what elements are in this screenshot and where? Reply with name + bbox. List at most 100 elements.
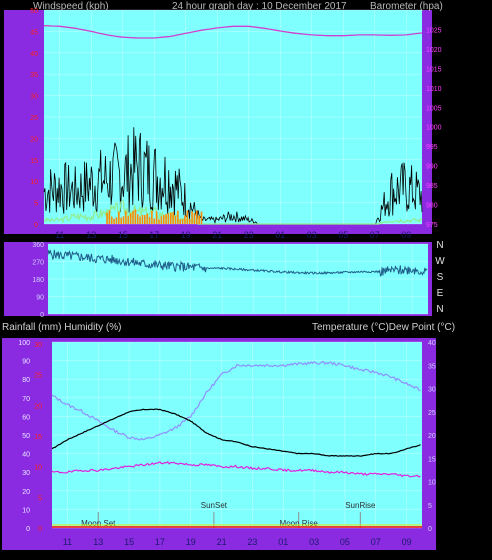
barometer-tick-label: 985 [426,183,438,190]
marker-label: Moon Rise [280,519,319,528]
barometer-tick-label: 980 [426,203,438,210]
top-series [43,24,423,225]
windspeed-tick-label: 15 [30,158,38,165]
barometer-title: Barometer (hpa) [370,1,443,12]
dew-point-line [51,408,421,457]
windspeed-tick-label: 35 [30,72,38,79]
humidity-line [51,460,421,478]
compass-label: E [437,288,444,299]
bottom-hour-label: 05 [340,537,350,547]
top-hour-label: 01 [275,230,285,240]
top-hour-axis: 11 13 15 17 19 21 23 01 03 05 07 09 [55,230,411,240]
rain-tick-label: 0 [38,526,42,533]
rain-tick-label: 5 [38,495,42,502]
top-hour-label: 09 [401,230,411,240]
temperature-axis: 0 5 10 15 20 25 30 35 40 [428,340,436,533]
humidity-tick-label: 80 [22,377,30,384]
compass-label: W [435,256,445,267]
bottom-hour-label: 15 [124,537,134,547]
barometer-tick-label: 1010 [426,86,442,93]
top-hour-label: 17 [149,230,159,240]
barometer-tick-label: 1015 [426,66,442,73]
windspeed-axis: 0 5 10 15 20 25 30 35 40 45 50 [30,8,38,229]
bottom-hour-label: 11 [63,537,72,547]
temperature-tick-label: 20 [428,433,436,440]
windspeed-tick-label: 45 [30,29,38,36]
humidity-tick-label: 70 [22,396,30,403]
marker-label: SunSet [201,501,228,510]
top-hour-label: 15 [118,230,128,240]
rain-tick-label: 25 [34,373,42,380]
temperature-title: Temperature (°C)Dew Point (°C) [312,322,455,333]
humidity-tick-label: 30 [22,470,30,477]
compass-label: N [436,304,443,315]
rain-tick-label: 15 [34,434,42,441]
windspeed-tick-label: 10 [30,179,38,186]
bottom-hour-label: 01 [278,537,288,547]
bottom-hour-label: 21 [217,537,227,547]
temperature-tick-label: 10 [428,480,436,487]
temperature-line [51,360,421,441]
direction-series [47,249,428,277]
humidity-tick-label: 50 [22,433,30,440]
barometer-line [43,24,423,39]
windspeed-tick-label: 50 [30,8,38,15]
top-hour-label: 05 [338,230,348,240]
bottom-hour-label: 17 [155,537,165,547]
windspeed-tick-label: 5 [34,201,38,208]
bottom-hour-label: 13 [93,537,103,547]
top-hour-label: 07 [370,230,380,240]
humidity-tick-label: 20 [22,489,30,496]
rain-tick-label: 20 [34,403,42,410]
temperature-tick-label: 25 [428,410,436,417]
bottom-hour-axis: 11 13 15 17 19 21 23 01 03 05 07 09 [63,537,412,547]
top-hour-label: 23 [244,230,254,240]
temperature-tick-label: 35 [428,363,436,370]
humidity-tick-label: 60 [22,414,30,421]
temperature-tick-label: 15 [428,456,436,463]
marker-label: Moon Set [81,519,116,528]
rain-tick-label: 30 [34,342,42,349]
barometer-tick-label: 995 [426,144,438,151]
top-hour-label: 21 [212,230,222,240]
direction-tick-label: 360 [32,242,44,249]
humidity-tick-label: 0 [26,526,30,533]
barometer-tick-label: 1000 [426,125,442,132]
windspeed-tick-label: 0 [34,222,38,229]
humidity-tick-label: 40 [22,452,30,459]
windspeed-title: Windspeed (kph) [33,1,109,12]
barometer-tick-label: 1005 [426,105,442,112]
windspeed-tick-label: 30 [30,94,38,101]
rain-humidity-title: Rainfall (mm) Humidity (%) [2,322,121,333]
temperature-tick-label: 40 [428,340,436,347]
windspeed-tick-label: 20 [30,136,38,143]
humidity-axis: 0 10 20 30 40 50 60 70 80 90 100 [18,340,30,533]
top-hour-label: 11 [55,230,64,240]
bottom-hour-label: 03 [309,537,319,547]
bottom-hour-label: 09 [402,537,412,547]
bottom-hour-label: 07 [371,537,381,547]
bottom-grid [52,341,422,529]
top-hour-label: 13 [86,230,96,240]
marker-label: SunRise [345,501,376,510]
direction-tick-label: 90 [36,295,44,302]
compass-label: N [436,240,443,251]
humidity-tick-label: 90 [22,359,30,366]
bottom-hour-label: 19 [186,537,196,547]
temperature-tick-label: 30 [428,387,436,394]
compass-label: S [437,272,444,283]
top-hour-label: 19 [181,230,191,240]
date-title: 24 hour graph day : 10 December 2017 [172,1,347,12]
barometer-axis: 975 980 985 990 995 1000 1005 1010 1015 1020 1025 [426,27,442,229]
top-hour-label: 03 [307,230,317,240]
windspeed-tick-label: 25 [30,115,38,122]
bottom-hour-label: 23 [247,537,257,547]
barometer-tick-label: 1025 [426,27,442,34]
temperature-tick-label: 5 [428,503,432,510]
direction-tick-label: 180 [32,277,44,284]
humidity-tick-label: 10 [22,507,30,514]
barometer-tick-label: 990 [426,164,438,171]
